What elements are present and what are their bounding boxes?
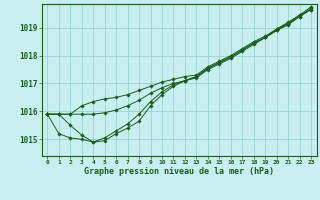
X-axis label: Graphe pression niveau de la mer (hPa): Graphe pression niveau de la mer (hPa): [84, 167, 274, 176]
